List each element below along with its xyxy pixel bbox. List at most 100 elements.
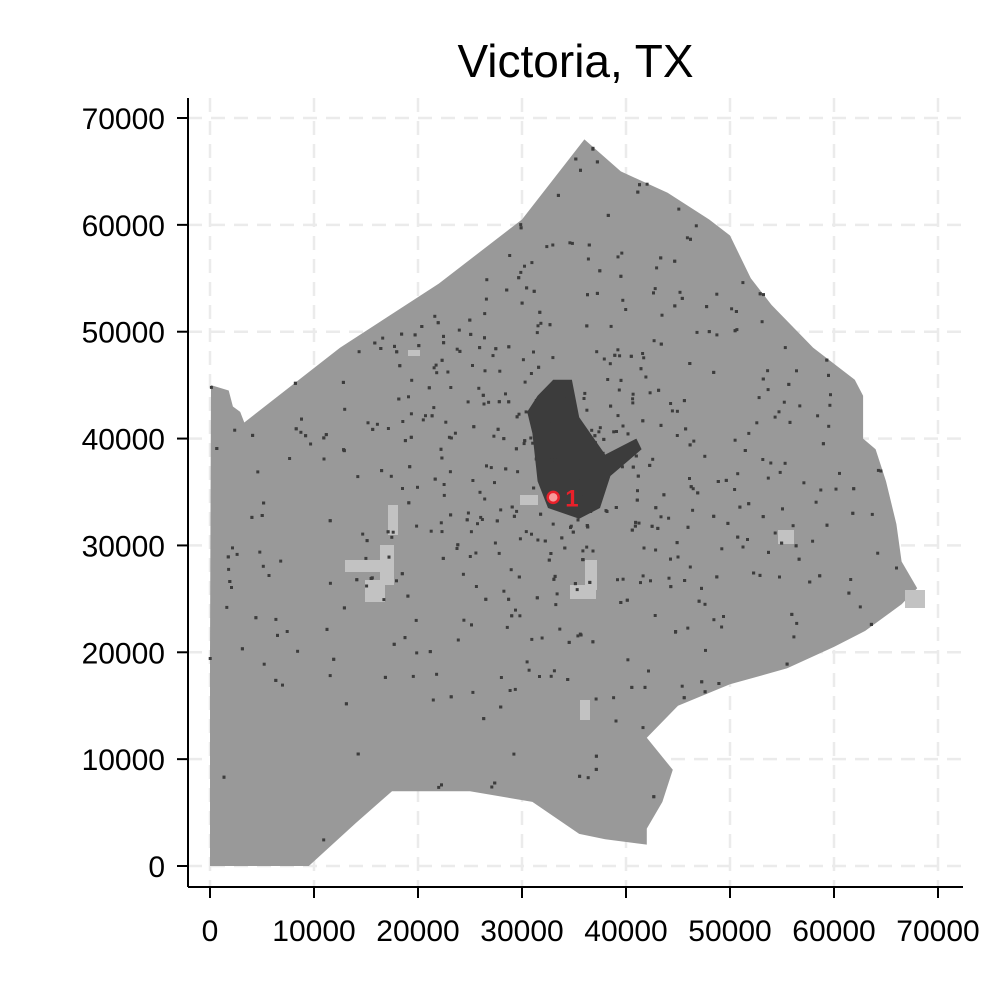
developed-cell bbox=[557, 462, 561, 466]
chart-title: Victoria, TX bbox=[457, 35, 694, 87]
developed-cell bbox=[342, 449, 346, 453]
developed-cell bbox=[619, 601, 623, 604]
developed-cell bbox=[299, 430, 303, 434]
developed-cell bbox=[630, 685, 634, 689]
developed-cell bbox=[342, 606, 346, 610]
developed-cell bbox=[529, 372, 533, 375]
developed-cell bbox=[227, 567, 231, 571]
developed-cell bbox=[798, 404, 802, 408]
developed-cell bbox=[437, 785, 441, 789]
developed-cell bbox=[355, 578, 359, 582]
developed-cell bbox=[408, 465, 412, 469]
developed-cell bbox=[504, 392, 507, 396]
developed-cell bbox=[643, 685, 647, 689]
developed-cell bbox=[479, 515, 483, 519]
developed-cell bbox=[736, 472, 740, 476]
developed-cell bbox=[678, 290, 682, 294]
developed-cell bbox=[258, 550, 262, 554]
developed-cell bbox=[449, 436, 453, 440]
developed-cell bbox=[608, 362, 612, 366]
developed-cell bbox=[390, 535, 394, 539]
developed-cell bbox=[792, 635, 796, 639]
developed-cell bbox=[365, 539, 369, 543]
developed-cell bbox=[493, 481, 496, 485]
developed-cell bbox=[669, 402, 673, 405]
developed-cell bbox=[777, 410, 781, 414]
developed-cell bbox=[478, 490, 482, 494]
developed-cell bbox=[482, 717, 486, 721]
developed-cell bbox=[485, 278, 489, 282]
developed-cell bbox=[851, 511, 855, 515]
developed-cell bbox=[616, 578, 619, 582]
developed-cell bbox=[733, 329, 737, 333]
developed-cell bbox=[455, 547, 459, 550]
developed-cell bbox=[469, 332, 473, 336]
developed-cell bbox=[386, 530, 390, 534]
developed-cell bbox=[551, 522, 555, 526]
y-tick-label-0: 0 bbox=[148, 851, 165, 884]
developed-cell bbox=[642, 356, 646, 360]
developed-cell bbox=[552, 669, 556, 673]
developed-cell bbox=[667, 576, 671, 580]
developed-cell bbox=[332, 657, 336, 661]
developed-cell bbox=[300, 417, 303, 421]
developed-cell bbox=[778, 575, 781, 579]
developed-cell bbox=[595, 160, 599, 164]
developed-cell bbox=[583, 391, 587, 395]
developed-cell bbox=[573, 459, 577, 463]
developed-cell bbox=[484, 597, 488, 601]
developed-cell bbox=[588, 465, 592, 469]
developed-cell bbox=[469, 530, 473, 534]
developed-cell bbox=[766, 476, 770, 480]
developed-cell bbox=[653, 614, 657, 617]
developed-cell bbox=[461, 572, 465, 576]
developed-cell bbox=[493, 541, 497, 545]
developed-cell bbox=[686, 525, 690, 529]
developed-cell bbox=[407, 501, 411, 505]
developed-cell bbox=[432, 366, 436, 370]
developed-cell bbox=[648, 391, 652, 395]
developed-cell bbox=[659, 342, 663, 346]
developed-cell bbox=[579, 168, 582, 172]
developed-cell bbox=[816, 414, 820, 418]
developed-cell bbox=[827, 424, 831, 428]
developed-cell bbox=[586, 776, 590, 780]
developed-cell bbox=[694, 224, 698, 228]
developed-cell bbox=[549, 674, 553, 678]
developed-cell bbox=[869, 622, 873, 626]
developed-cell bbox=[381, 336, 385, 340]
developed-cell bbox=[483, 336, 486, 340]
developed-cell bbox=[570, 241, 574, 245]
developed-cell bbox=[521, 358, 525, 362]
developed-cell bbox=[703, 454, 707, 458]
developed-cell bbox=[649, 579, 652, 583]
developed-cell bbox=[582, 397, 586, 400]
developed-cell bbox=[769, 461, 773, 465]
developed-cell bbox=[474, 585, 478, 588]
developed-cell bbox=[457, 328, 461, 332]
developed-cell bbox=[652, 291, 655, 295]
developed-cell bbox=[361, 532, 365, 536]
developed-cell bbox=[455, 347, 459, 351]
developed-cell bbox=[435, 672, 439, 676]
developed-cell bbox=[594, 767, 598, 771]
developed-cell bbox=[456, 543, 460, 547]
developed-cell bbox=[433, 477, 437, 481]
developed-cell bbox=[597, 430, 601, 434]
developed-cell bbox=[614, 506, 618, 509]
developed-cell bbox=[655, 266, 659, 270]
developed-cell bbox=[556, 193, 560, 197]
developed-cell bbox=[519, 270, 523, 274]
developed-cell bbox=[559, 471, 563, 475]
developed-cell bbox=[512, 752, 516, 756]
developed-cell bbox=[591, 640, 595, 644]
developed-cell bbox=[780, 541, 784, 545]
developed-cell bbox=[705, 305, 709, 309]
developed-cell bbox=[684, 427, 688, 431]
developed-cell bbox=[554, 603, 558, 607]
developed-cell bbox=[647, 669, 650, 673]
developed-cell bbox=[428, 650, 432, 654]
developed-cell bbox=[251, 433, 255, 437]
developed-cell bbox=[492, 434, 496, 438]
developed-cell bbox=[406, 594, 410, 598]
